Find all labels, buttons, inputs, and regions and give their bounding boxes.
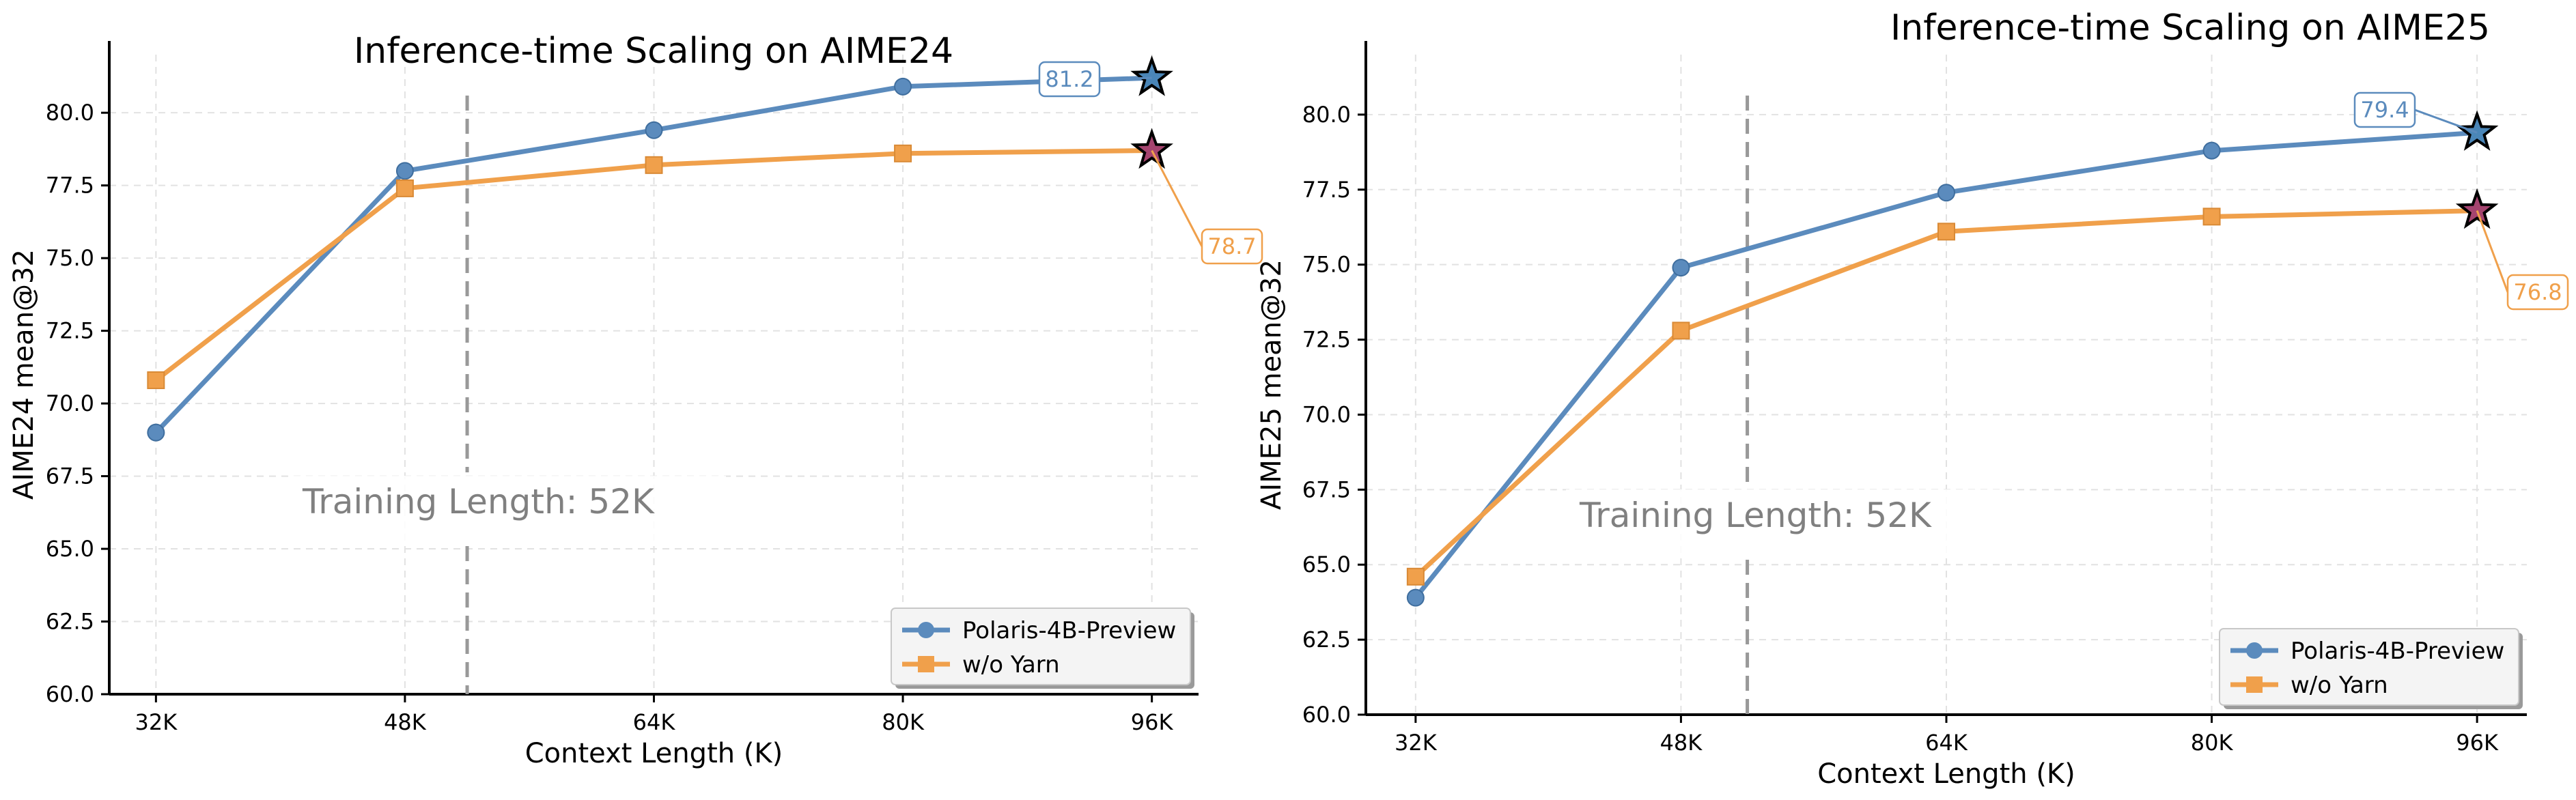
- x-tick-label: 32K: [135, 709, 178, 735]
- x-tick-label: 48K: [1660, 730, 1703, 756]
- annotation-box: [2506, 274, 2569, 311]
- chart-aime25: Inference-time Scaling on AIME25 60.0 62.5…: [1256, 8, 2569, 790]
- x-tick-label: 80K: [2191, 730, 2234, 756]
- data-point: [645, 121, 663, 139]
- x-tick-label: 64K: [633, 709, 676, 735]
- y-tick-label: 67.5: [46, 463, 94, 489]
- x-tick-label: 64K: [1925, 730, 1968, 756]
- y-tick-label: 70.0: [1302, 401, 1351, 427]
- y-tick-label: 80.0: [46, 100, 94, 126]
- y-axis-label: AIME24 mean@32: [8, 249, 40, 500]
- x-tick-label: 32K: [1395, 730, 1438, 756]
- legend: Polaris-4B-Preview w/o Yarn: [891, 608, 1194, 689]
- legend-box: [2219, 628, 2519, 706]
- y-tick-label: 67.5: [1302, 476, 1351, 502]
- data-point: [2202, 141, 2221, 160]
- legend-label: w/o Yarn: [2291, 672, 2388, 699]
- annotation-leader: [2476, 210, 2509, 293]
- annotation-box: [1201, 228, 1263, 265]
- chart-title: Inference-time Scaling on AIME25: [1890, 8, 2490, 48]
- data-point: [1406, 588, 1425, 607]
- y-tick-label: 62.5: [46, 609, 94, 635]
- y-tick-label: 65.0: [46, 536, 94, 562]
- annotation-leader: [1151, 149, 1203, 247]
- training-length-label: Training Length: 52K: [1579, 496, 1932, 535]
- annotation-label: 81.2: [1045, 66, 1093, 92]
- legend-swatch-marker: [918, 656, 934, 672]
- star-marker: [1130, 128, 1173, 169]
- data-point: [147, 423, 165, 442]
- gridlines: [1366, 55, 2527, 715]
- series-wo-yarn: [1406, 188, 2499, 586]
- legend-swatch-marker: [918, 622, 934, 638]
- legend-box: [891, 608, 1191, 685]
- data-point: [1937, 184, 1955, 202]
- data-point: [645, 156, 663, 174]
- legend-label: Polaris-4B-Preview: [962, 617, 1176, 644]
- data-point: [2202, 208, 2221, 226]
- y-tick-label: 62.5: [1302, 627, 1351, 653]
- star-marker: [1130, 55, 1173, 96]
- y-tick-label: 75.0: [46, 245, 94, 271]
- y-tick-label: 80.0: [1302, 102, 1351, 128]
- data-point: [894, 77, 912, 96]
- series-wo-yarn: [147, 128, 1173, 390]
- annotation-box: [2353, 91, 2416, 128]
- annotation-label: 78.7: [1207, 233, 1256, 259]
- legend-label: Polaris-4B-Preview: [2291, 638, 2504, 665]
- y-tick-label: 72.5: [1302, 327, 1351, 353]
- data-point: [1672, 322, 1690, 340]
- data-point: [1937, 223, 1955, 241]
- x-tick-label: 96K: [2456, 730, 2499, 756]
- y-tick-label: 65.0: [1302, 552, 1351, 577]
- data-point: [894, 144, 912, 162]
- y-tick-label: 60.0: [1302, 702, 1351, 728]
- y-tick-label: 60.0: [46, 681, 94, 707]
- annotation-label: 76.8: [2513, 279, 2562, 305]
- x-tick-label: 48K: [384, 709, 427, 735]
- x-tick-label: 96K: [1131, 709, 1174, 735]
- annotation-box: [1038, 61, 1101, 98]
- x-tick-label: 80K: [882, 709, 925, 735]
- chart-title: Inference-time Scaling on AIME24: [354, 31, 953, 72]
- data-point: [147, 371, 165, 390]
- y-tick-label: 72.5: [46, 318, 94, 344]
- x-axis-label: Context Length (K): [525, 738, 783, 769]
- y-tick-label: 75.0: [1302, 252, 1351, 278]
- chart-aime24: Inference-time Scaling on AIME24 60.0 62.5…: [8, 31, 1263, 769]
- legend: Polaris-4B-Preview w/o Yarn: [2219, 628, 2523, 709]
- series-polaris: [1406, 110, 2499, 607]
- series-polaris: [147, 55, 1173, 442]
- training-length-label-bg: [1566, 489, 2003, 556]
- annotation-leader: [2414, 109, 2478, 134]
- legend-label: w/o Yarn: [962, 651, 1060, 678]
- data-point: [1672, 259, 1690, 277]
- training-length-label: Training Length: 52K: [302, 482, 655, 522]
- x-axis-label: Context Length (K): [1817, 758, 2075, 790]
- star-marker: [2455, 188, 2499, 229]
- training-length-label-bg: [289, 476, 726, 543]
- legend-swatch-marker: [2246, 642, 2263, 659]
- y-tick-label: 70.0: [46, 390, 94, 416]
- data-point: [395, 162, 414, 180]
- annotation-label: 79.4: [2360, 97, 2409, 123]
- y-tick-label: 77.5: [46, 173, 94, 199]
- data-point: [1406, 567, 1425, 586]
- data-point: [395, 179, 414, 197]
- legend-swatch-marker: [2246, 676, 2263, 693]
- annotation-leader: [1099, 76, 1152, 81]
- y-tick-label: 77.5: [1302, 177, 1351, 203]
- y-axis-label: AIME25 mean@32: [1256, 259, 1287, 510]
